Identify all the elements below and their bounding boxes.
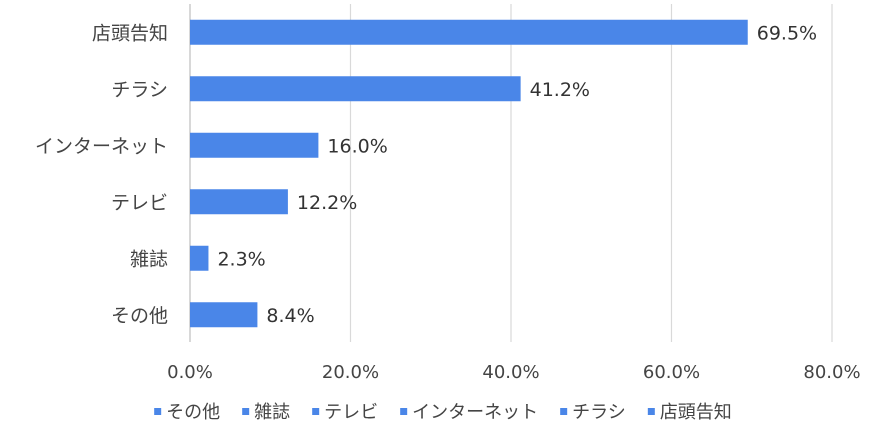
bar bbox=[190, 132, 319, 158]
category-label: テレビ bbox=[111, 192, 168, 214]
bar bbox=[190, 302, 258, 328]
x-tick-label: 40.0% bbox=[482, 362, 539, 383]
value-label: 16.0% bbox=[327, 135, 387, 157]
legend: その他 雑誌 テレビ インターネット チラシ 店頭告知 bbox=[154, 402, 732, 423]
legend-swatch bbox=[560, 408, 568, 415]
legend-swatch bbox=[242, 408, 250, 415]
category-label: 雑誌 bbox=[130, 248, 168, 270]
value-label: 69.5% bbox=[757, 22, 817, 44]
value-label: 2.3% bbox=[217, 248, 265, 270]
x-tick-label: 60.0% bbox=[643, 362, 700, 383]
x-tick-label: 80.0% bbox=[803, 362, 860, 383]
bar bbox=[190, 245, 209, 271]
category-label: その他 bbox=[111, 305, 168, 327]
legend-item: チラシ bbox=[560, 402, 626, 423]
category-label: インターネット bbox=[35, 135, 168, 157]
x-tick-label: 20.0% bbox=[322, 362, 379, 383]
value-label: 12.2% bbox=[297, 192, 357, 214]
bar bbox=[190, 19, 748, 45]
legend-item: インターネット bbox=[400, 402, 538, 423]
value-label: 8.4% bbox=[266, 305, 314, 327]
legend-label: テレビ bbox=[324, 402, 378, 423]
value-label: 41.2% bbox=[530, 79, 590, 101]
bars bbox=[190, 19, 748, 328]
legend-label: 店頭告知 bbox=[660, 402, 732, 423]
bar bbox=[190, 189, 288, 215]
gridlines bbox=[189, 4, 833, 342]
value-labels: 69.5% 41.2% 16.0% 12.2% 2.3% 8.4% bbox=[217, 22, 817, 327]
legend-label: 雑誌 bbox=[254, 402, 290, 423]
legend-item: テレビ bbox=[312, 402, 378, 423]
legend-label: インターネット bbox=[412, 402, 538, 423]
legend-item: 店頭告知 bbox=[647, 402, 732, 423]
legend-swatch bbox=[312, 408, 320, 415]
legend-label: チラシ bbox=[572, 402, 626, 423]
legend-label: その他 bbox=[166, 402, 220, 423]
legend-swatch bbox=[647, 408, 655, 415]
category-label: 店頭告知 bbox=[92, 22, 168, 44]
x-tick-label: 0.0% bbox=[167, 362, 213, 383]
category-label: チラシ bbox=[111, 79, 168, 101]
bar bbox=[190, 76, 521, 102]
legend-swatch bbox=[400, 408, 408, 415]
legend-item: その他 bbox=[154, 402, 220, 423]
legend-swatch bbox=[154, 408, 162, 415]
legend-item: 雑誌 bbox=[242, 402, 290, 423]
x-axis-tick-labels: 0.0% 20.0% 40.0% 60.0% 80.0% bbox=[167, 362, 860, 383]
